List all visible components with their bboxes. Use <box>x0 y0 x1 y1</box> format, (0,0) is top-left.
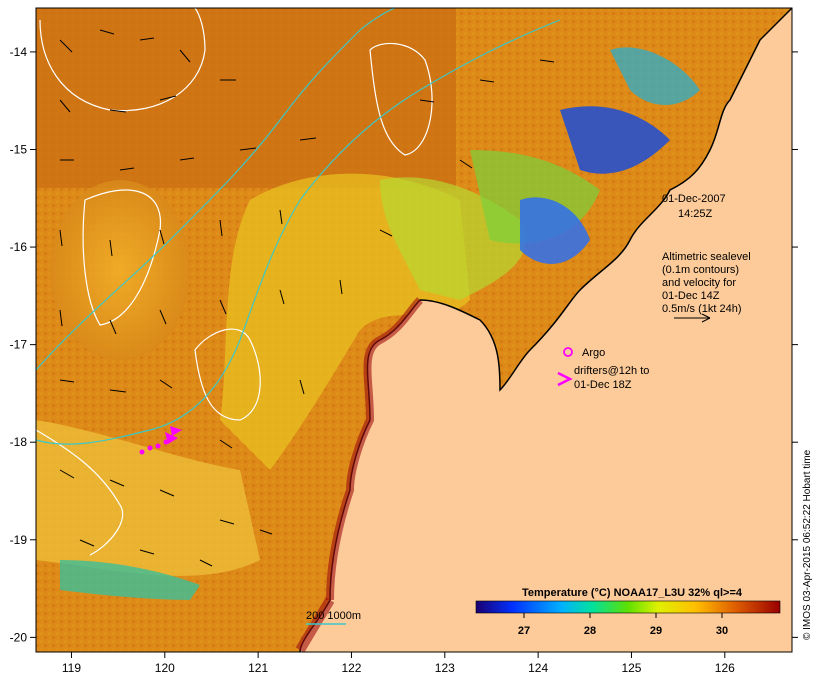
lon-tick-label: 119 <box>62 661 81 675</box>
lon-tick-label: 120 <box>155 661 175 675</box>
colorbar-title: Temperature (°C) NOAA17_L3U 32% ql>=4 <box>522 587 743 599</box>
lat-tick-label: -20 <box>10 630 28 644</box>
colorbar-tick-label: 29 <box>650 625 662 637</box>
sealevel-contours <box>35 7 433 556</box>
velocity-arrows <box>59 29 555 567</box>
warm-region <box>36 8 456 188</box>
lon-axis: 119 120 121 122 123 124 125 126 <box>62 652 735 675</box>
lat-tick-label: -17 <box>10 338 28 352</box>
lat-tick-label: -14 <box>10 45 28 59</box>
time-label: 14:25Z <box>678 208 713 220</box>
land-mass <box>300 8 792 652</box>
colorbar-tick-label: 28 <box>584 625 596 637</box>
lon-tick-label: 121 <box>248 661 268 675</box>
colorbar-tick-label: 27 <box>518 625 530 637</box>
colorbar-ticks: 27 28 29 30 <box>518 613 728 637</box>
scale-arrow-head <box>701 313 711 323</box>
altimetry-legend-line: and velocity for <box>662 277 736 289</box>
altimetry-legend-line: (0.1m contours) <box>662 264 739 276</box>
drifter-label: drifters@12h to <box>574 365 649 377</box>
lat-tick-label: -19 <box>10 533 28 547</box>
argo-legend: Argo <box>563 347 605 359</box>
lat-tick-label: -16 <box>10 240 28 254</box>
drifter-symbol <box>557 371 573 387</box>
date-label: 01-Dec-2007 <box>662 193 726 205</box>
argo-label: Argo <box>582 347 605 359</box>
lon-tick-label: 124 <box>528 661 548 675</box>
lat-axis: -14 -15 -16 -17 -18 -19 -20 <box>10 45 798 644</box>
altimetry-legend-line: 0.5m/s (1kt 24h) <box>662 303 741 315</box>
lon-tick-label: 126 <box>715 661 735 675</box>
map-area <box>35 7 793 653</box>
credit-text: © IMOS 03-Apr-2015 06:52:22 Hobart time <box>802 449 813 640</box>
cold-patch <box>560 106 670 174</box>
plot-frame <box>35 7 793 653</box>
altimetry-legend-line: 01-Dec 14Z <box>662 290 720 302</box>
drifter-tracks <box>139 426 182 455</box>
argo-symbol <box>563 347 573 357</box>
colorbar-tick-label: 30 <box>716 625 728 637</box>
isobath-lines <box>35 7 561 445</box>
depth-legend-label: 200 1000m <box>306 610 361 622</box>
lon-tick-label: 123 <box>435 661 455 675</box>
lon-tick-label: 122 <box>341 661 361 675</box>
altimetry-legend-line: Altimetric sealevel <box>662 251 751 263</box>
altimetry-legend: Altimetric sealevel (0.1m contours) and … <box>662 251 751 323</box>
drifter-legend: drifters@12h to 01-Dec 18Z <box>557 365 649 391</box>
lat-tick-label: -15 <box>10 142 28 156</box>
colorbar-gradient <box>475 600 781 614</box>
drifter-label: 01-Dec 18Z <box>574 379 632 391</box>
colorbar: Temperature (°C) NOAA17_L3U 32% ql>=4 27… <box>475 587 781 637</box>
depth-legend: 200 1000m <box>306 610 361 625</box>
lat-tick-label: -18 <box>10 435 28 449</box>
lon-tick-label: 125 <box>621 661 641 675</box>
